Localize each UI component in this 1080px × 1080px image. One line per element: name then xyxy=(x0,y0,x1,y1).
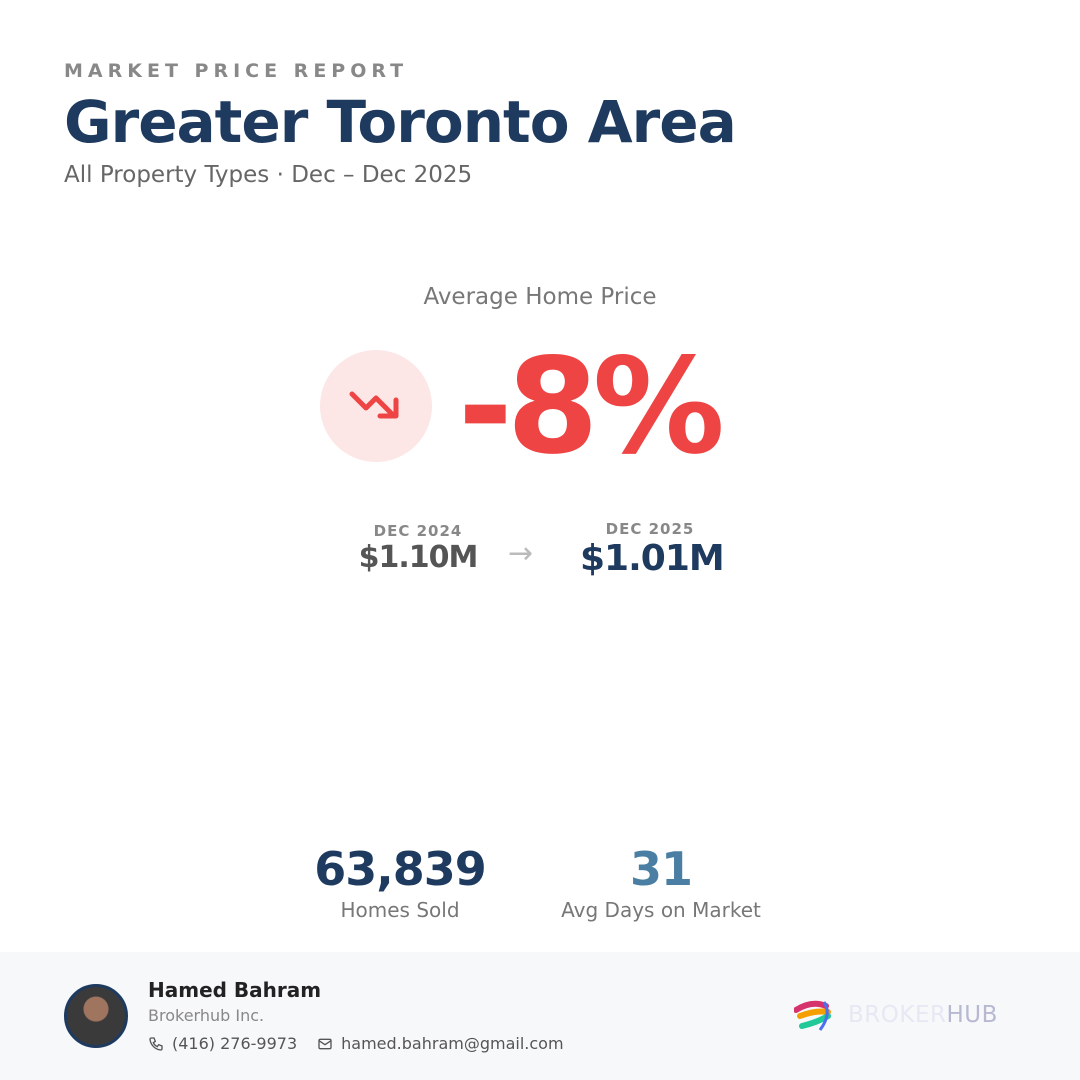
agent-name: Hamed Bahram xyxy=(148,978,322,1002)
page-title: Greater Toronto Area xyxy=(64,88,737,156)
previous-period: DEC 2024 xyxy=(373,522,463,540)
stat-value: 31 xyxy=(629,842,693,896)
price-change-percent: -8% xyxy=(458,330,725,484)
agent-footer: Hamed Bahram Brokerhub Inc. (416) 276-99… xyxy=(0,952,1080,1080)
brokerhub-logo: BROKERHUB xyxy=(794,996,998,1034)
previous-price: DEC 2024 $1.10M xyxy=(358,522,479,575)
trend-badge xyxy=(320,350,432,462)
trending-down-icon xyxy=(349,391,399,419)
report-eyebrow: MARKET PRICE REPORT xyxy=(64,60,409,82)
agent-email[interactable]: hamed.bahram@gmail.com xyxy=(317,1034,564,1053)
agent-phone[interactable]: (416) 276-9973 xyxy=(148,1034,297,1053)
agent-company: Brokerhub Inc. xyxy=(148,1006,265,1025)
phone-icon xyxy=(149,1036,163,1051)
current-price: DEC 2025 $1.01M xyxy=(580,520,725,579)
stat-label: Avg Days on Market xyxy=(561,898,761,922)
avatar xyxy=(64,984,128,1048)
stat-label: Homes Sold xyxy=(340,898,460,922)
previous-value: $1.10M xyxy=(358,540,479,575)
stat-value: 63,839 xyxy=(314,842,487,896)
stat-days-on-market: 31 Avg Days on Market xyxy=(531,842,791,922)
stat-homes-sold: 63,839 Homes Sold xyxy=(270,842,530,922)
current-value: $1.01M xyxy=(580,538,725,579)
page-subtitle: All Property Types · Dec – Dec 2025 xyxy=(64,162,473,188)
arrow-right-icon: → xyxy=(508,536,534,571)
mail-icon xyxy=(318,1038,332,1049)
metric-label: Average Home Price xyxy=(423,284,657,310)
current-period: DEC 2025 xyxy=(605,520,695,538)
brokerhub-logo-icon xyxy=(794,1000,831,1031)
